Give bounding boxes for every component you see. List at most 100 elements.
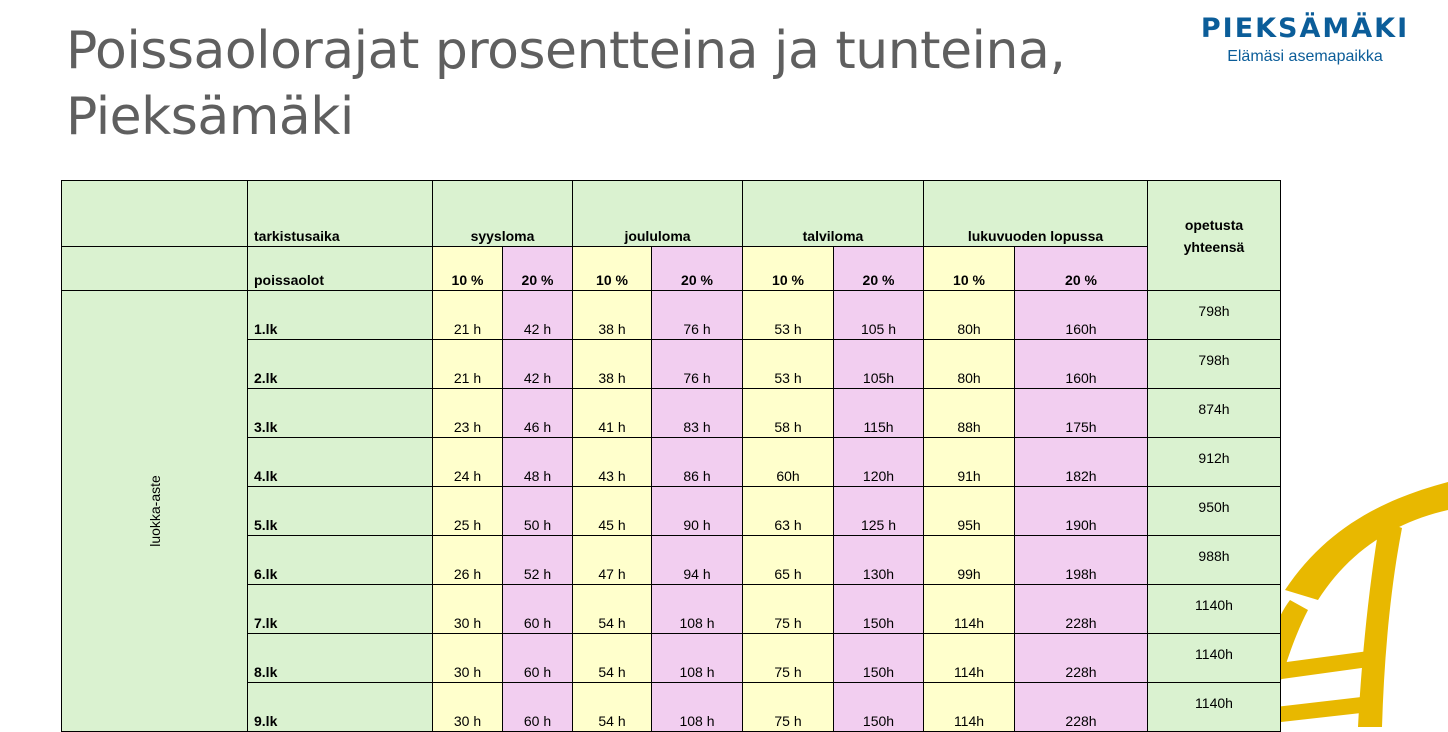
- header-tarkistusaika: tarkistusaika: [247, 180, 433, 247]
- table-row: 2.lk 21 h 42 h 38 h 76 h 53 h 105h 80h 160h 798h: [62, 339, 1281, 389]
- header-talviloma-20: 20 %: [833, 246, 924, 291]
- hours-cell: 175h: [1014, 388, 1148, 438]
- hours-cell: 115h: [833, 388, 924, 438]
- hours-cell: 75 h: [742, 682, 834, 732]
- header-joululoma-20: 20 %: [651, 246, 743, 291]
- header-lukuvuoden-lopussa: lukuvuoden lopussa: [923, 180, 1148, 247]
- hours-cell: 43 h: [572, 437, 652, 487]
- hours-cell: 63 h: [742, 486, 834, 536]
- hours-cell: 120h: [833, 437, 924, 487]
- hours-cell: 105 h: [833, 290, 924, 340]
- header-opetusta-yhteensa: opetusta yhteensä: [1147, 180, 1281, 291]
- hours-cell: 108 h: [651, 633, 743, 683]
- hours-cell: 190h: [1014, 486, 1148, 536]
- hours-cell: 108 h: [651, 584, 743, 634]
- hours-cell: 30 h: [432, 682, 503, 732]
- hours-cell: 65 h: [742, 535, 834, 585]
- hours-cell: 99h: [923, 535, 1015, 585]
- absence-limits-table: tarkistusaika syysloma joululoma talvilo…: [61, 180, 1281, 732]
- hours-cell: 80h: [923, 290, 1015, 340]
- hours-cell: 94 h: [651, 535, 743, 585]
- grade-label: 4.lk: [247, 437, 433, 487]
- table-row: 5.lk 25 h 50 h 45 h 90 h 63 h 125 h 95h 190h 950h: [62, 486, 1281, 536]
- hours-cell: 95h: [923, 486, 1015, 536]
- header-lopussa-20: 20 %: [1014, 246, 1148, 291]
- hours-cell: 54 h: [572, 584, 652, 634]
- header-joululoma-10: 10 %: [572, 246, 652, 291]
- hours-cell: 30 h: [432, 584, 503, 634]
- hours-cell: 25 h: [432, 486, 503, 536]
- hours-cell: 41 h: [572, 388, 652, 438]
- hours-cell: 150h: [833, 682, 924, 732]
- hours-cell: 26 h: [432, 535, 503, 585]
- hours-cell: 150h: [833, 633, 924, 683]
- grade-label: 9.lk: [247, 682, 433, 732]
- hours-cell: 30 h: [432, 633, 503, 683]
- table-row: 9.lk 30 h 60 h 54 h 108 h 75 h 150h 114h 228h 114…: [62, 682, 1281, 732]
- empty-header-cell: [61, 180, 248, 247]
- hours-cell: 38 h: [572, 339, 652, 389]
- hours-cell: 60 h: [502, 633, 573, 683]
- hours-cell: 45 h: [572, 486, 652, 536]
- table-row: 3.lk 23 h 46 h 41 h 83 h 58 h 115h 88h 175h 874h: [62, 388, 1281, 438]
- hours-cell: 228h: [1014, 584, 1148, 634]
- table-row: luokka-aste 1.lk 21 h 42 h 38 h 76 h 53 h 105 h…: [61, 290, 1281, 732]
- table-row: 4.lk 24 h 48 h 43 h 86 h 60h 120h 91h 182h 912h: [62, 437, 1281, 487]
- hours-cell: 42 h: [502, 339, 573, 389]
- logo-name: PIEKSÄMÄKI: [1200, 13, 1410, 44]
- hours-cell: 80h: [923, 339, 1015, 389]
- hours-cell: 48 h: [502, 437, 573, 487]
- total-hours-cell: 874h: [1147, 388, 1281, 438]
- hours-cell: 75 h: [742, 633, 834, 683]
- hours-cell: 58 h: [742, 388, 834, 438]
- header-opetusta-line1: opetusta: [1184, 216, 1244, 233]
- grade-label: 8.lk: [247, 633, 433, 683]
- hours-cell: 114h: [923, 584, 1015, 634]
- total-hours-cell: 798h: [1147, 290, 1281, 340]
- hours-cell: 75 h: [742, 584, 834, 634]
- header-lopussa-10: 10 %: [923, 246, 1015, 291]
- hours-cell: 46 h: [502, 388, 573, 438]
- hours-cell: 198h: [1014, 535, 1148, 585]
- logo-slogan: Elämäsi asemapaikka: [1227, 48, 1383, 65]
- hours-cell: 60 h: [502, 682, 573, 732]
- empty-header-cell: [61, 246, 248, 291]
- hours-cell: 83 h: [651, 388, 743, 438]
- total-hours-cell: 1140h: [1147, 584, 1281, 634]
- total-hours-cell: 912h: [1147, 437, 1281, 487]
- hours-cell: 182h: [1014, 437, 1148, 487]
- table-row: 7.lk 30 h 60 h 54 h 108 h 75 h 150h 114h 228h 114…: [62, 584, 1281, 634]
- hours-cell: 86 h: [651, 437, 743, 487]
- header-syysloma: syysloma: [432, 180, 573, 247]
- hours-cell: 60 h: [502, 584, 573, 634]
- hours-cell: 23 h: [432, 388, 503, 438]
- hours-cell: 108 h: [651, 682, 743, 732]
- hours-cell: 76 h: [651, 290, 743, 340]
- total-hours-cell: 950h: [1147, 486, 1281, 536]
- hours-cell: 91h: [923, 437, 1015, 487]
- hours-cell: 21 h: [432, 290, 503, 340]
- hours-cell: 228h: [1014, 682, 1148, 732]
- hours-cell: 160h: [1014, 339, 1148, 389]
- grade-label: 6.lk: [247, 535, 433, 585]
- hours-cell: 38 h: [572, 290, 652, 340]
- grade-label: 3.lk: [247, 388, 433, 438]
- header-talviloma: talviloma: [742, 180, 924, 247]
- header-syysloma-20: 20 %: [502, 246, 573, 291]
- hours-cell: 50 h: [502, 486, 573, 536]
- header-syysloma-10: 10 %: [432, 246, 503, 291]
- hours-cell: 76 h: [651, 339, 743, 389]
- hours-cell: 160h: [1014, 290, 1148, 340]
- table-row: 8.lk 30 h 60 h 54 h 108 h 75 h 150h 114h 228h 114…: [62, 633, 1281, 683]
- header-poissaolot: poissaolot: [247, 246, 433, 291]
- hours-cell: 21 h: [432, 339, 503, 389]
- total-hours-cell: 988h: [1147, 535, 1281, 585]
- hours-cell: 150h: [833, 584, 924, 634]
- hours-cell: 60h: [742, 437, 834, 487]
- hours-cell: 53 h: [742, 290, 834, 340]
- side-label-luokka-aste: luokka-aste: [146, 475, 163, 547]
- page-title: Poissaolorajat prosentteina ja tunteina,…: [66, 21, 1066, 147]
- header-opetusta-line2: yhteensä: [1183, 238, 1245, 255]
- hours-cell: 114h: [923, 682, 1015, 732]
- hours-cell: 54 h: [572, 682, 652, 732]
